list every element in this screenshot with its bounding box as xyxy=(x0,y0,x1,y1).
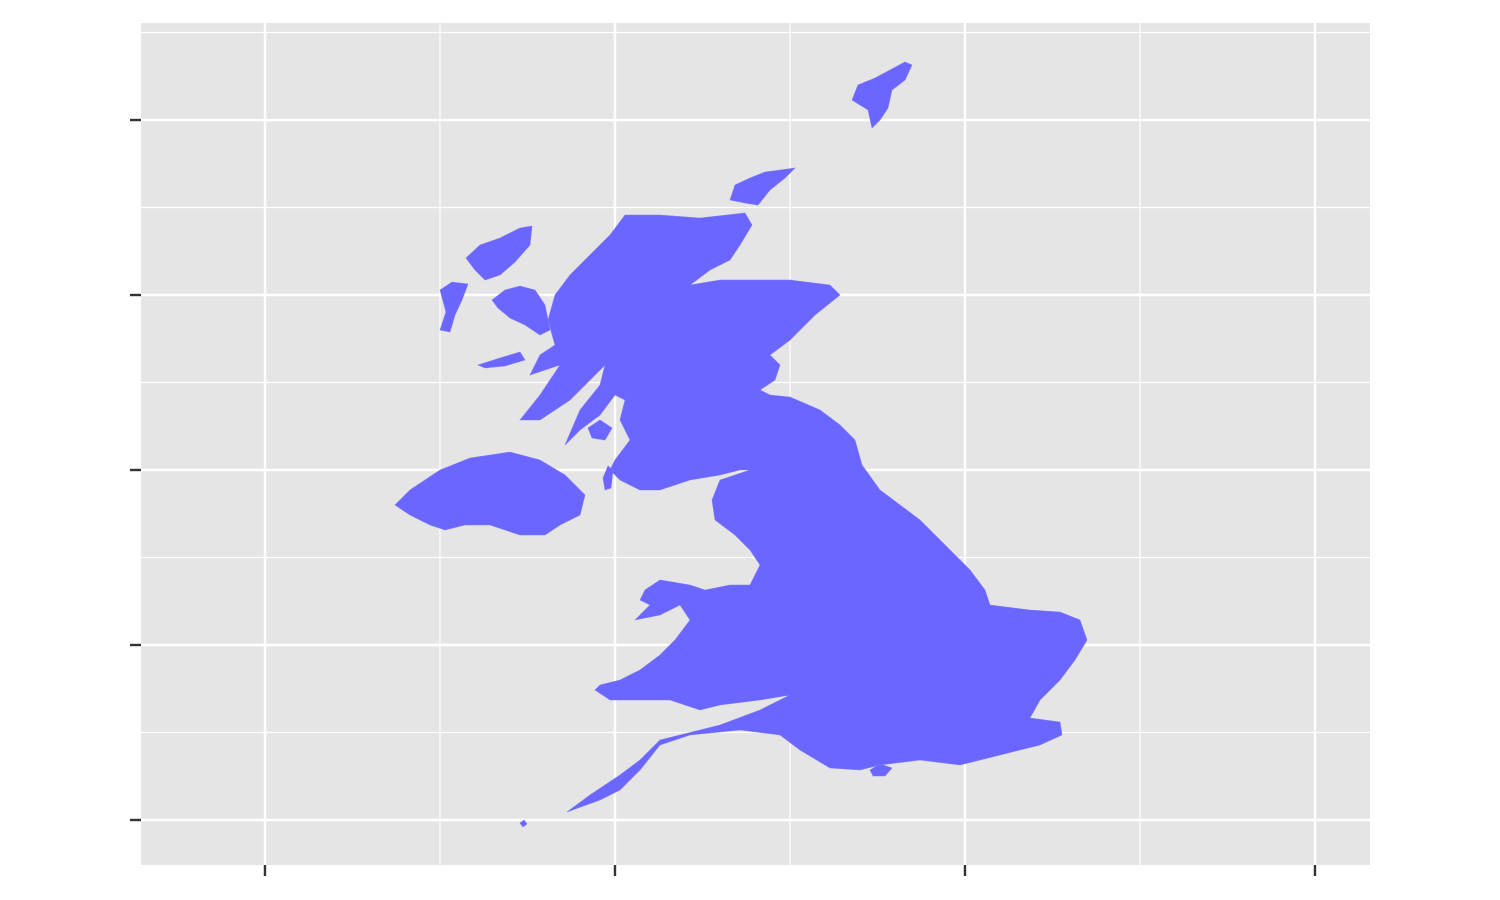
landmass xyxy=(602,465,614,491)
landmass xyxy=(465,225,533,281)
landmass xyxy=(519,819,528,828)
map-land xyxy=(394,61,1088,828)
landmass xyxy=(477,351,526,369)
landmass xyxy=(587,419,613,441)
landmass xyxy=(491,285,551,336)
landmass xyxy=(729,167,796,206)
landmass xyxy=(869,763,893,777)
landmass xyxy=(851,61,913,129)
landmass xyxy=(394,451,586,536)
landmass xyxy=(439,281,469,333)
axis-ticks xyxy=(130,118,1317,876)
landmass xyxy=(519,212,1088,813)
